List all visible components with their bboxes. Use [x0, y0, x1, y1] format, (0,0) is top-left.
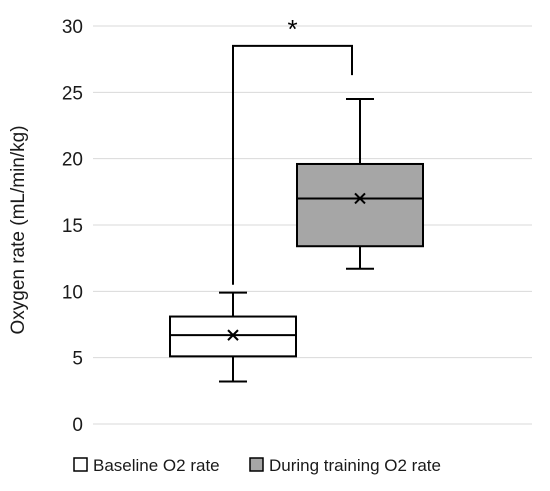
boxes: [169, 97, 424, 383]
y-tick-label: 15: [62, 216, 83, 237]
iqr-box: [296, 162, 424, 248]
box-2: [296, 97, 424, 270]
y-tick-label: 5: [72, 349, 83, 370]
gridlines: [93, 25, 532, 425]
significance-bracket: *: [232, 14, 353, 285]
significance-label: *: [287, 14, 297, 44]
significance-line: [232, 44, 353, 285]
legend-label: During training O2 rate: [269, 456, 441, 475]
legend-swatch: [73, 457, 88, 472]
legend-label: Baseline O2 rate: [93, 456, 220, 475]
y-axis-label: Oxygen rate (mL/min/kg): [8, 125, 29, 334]
y-tick-label: 25: [62, 83, 83, 104]
y-tick-label: 0: [72, 415, 83, 436]
y-tick-label: 30: [62, 17, 83, 38]
y-tick-labels: 0 5 10 15 20 25 30: [62, 17, 83, 436]
legend: Baseline O2 rate During training O2 rate: [73, 456, 441, 475]
box-1: [169, 291, 297, 383]
mean-marker: [227, 329, 239, 341]
legend-swatch: [249, 457, 264, 472]
mean-marker: [354, 192, 366, 205]
y-tick-label: 10: [62, 282, 83, 303]
y-tick-label: 20: [62, 150, 83, 171]
